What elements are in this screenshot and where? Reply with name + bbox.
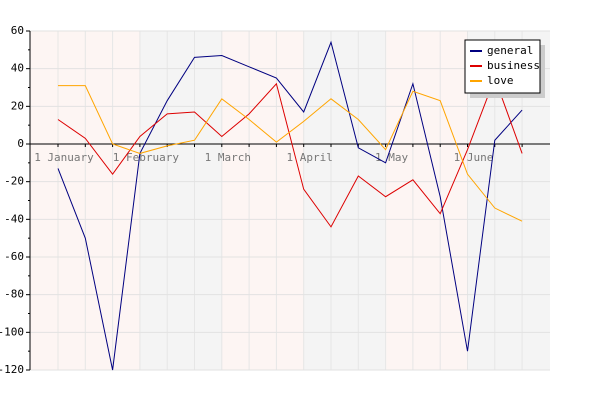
y-tick-label: -40	[4, 212, 24, 225]
y-tick-label: -100	[0, 325, 24, 338]
x-tick-label: 1 April	[287, 151, 333, 164]
y-tick-label: -60	[4, 250, 24, 263]
x-tick-label: 1 February	[113, 151, 180, 164]
x-tick-label: 1 March	[205, 151, 251, 164]
y-tick-label: -20	[4, 175, 24, 188]
x-tick-label: 1 June	[454, 151, 494, 164]
y-tick-label: 40	[11, 62, 24, 75]
x-tick-label: 1 January	[34, 151, 94, 164]
series-line	[57, 76, 523, 228]
band	[221, 31, 304, 370]
band	[139, 31, 222, 370]
y-tick-label: 20	[11, 99, 24, 112]
legend-label: business	[487, 59, 540, 72]
legend-label: love	[487, 74, 514, 87]
x-tick-label: 1 May	[375, 151, 408, 164]
band	[385, 31, 468, 370]
y-tick-label: -80	[4, 288, 24, 301]
y-tick-label: 60	[11, 24, 24, 37]
series-line	[58, 85, 523, 222]
y-tick-label: -120	[0, 363, 24, 376]
series-line	[57, 40, 523, 371]
legend-label: general	[487, 44, 533, 57]
y-tick-label: 0	[17, 137, 24, 150]
